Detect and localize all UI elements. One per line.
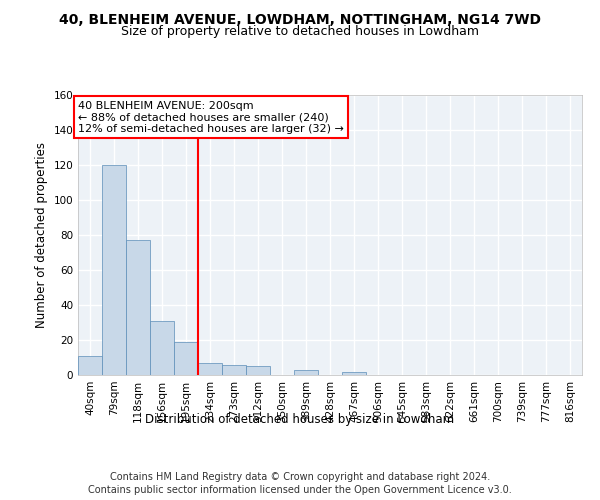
Bar (174, 342, 198, 375)
Bar (342, 372, 366, 375)
Text: Contains HM Land Registry data © Crown copyright and database right 2024.: Contains HM Land Registry data © Crown c… (110, 472, 490, 482)
Bar (222, 364, 246, 375)
Text: Distribution of detached houses by size in Lowdham: Distribution of detached houses by size … (145, 412, 455, 426)
Y-axis label: Number of detached properties: Number of detached properties (35, 142, 48, 328)
Bar (150, 321, 174, 375)
Bar (102, 165, 126, 375)
Text: Contains public sector information licensed under the Open Government Licence v3: Contains public sector information licen… (88, 485, 512, 495)
Text: 40, BLENHEIM AVENUE, LOWDHAM, NOTTINGHAM, NG14 7WD: 40, BLENHEIM AVENUE, LOWDHAM, NOTTINGHAM… (59, 12, 541, 26)
Bar (198, 363, 222, 375)
Text: Size of property relative to detached houses in Lowdham: Size of property relative to detached ho… (121, 25, 479, 38)
Text: 40 BLENHEIM AVENUE: 200sqm
← 88% of detached houses are smaller (240)
12% of sem: 40 BLENHEIM AVENUE: 200sqm ← 88% of deta… (78, 100, 344, 134)
Bar (126, 240, 150, 375)
Bar (294, 370, 318, 375)
Bar (246, 366, 270, 375)
Bar (78, 356, 102, 375)
